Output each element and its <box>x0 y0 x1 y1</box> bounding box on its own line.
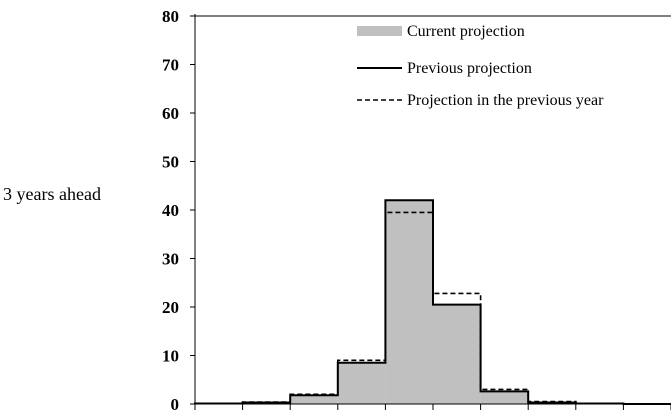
legend-label-0: Current projection <box>407 23 525 40</box>
legend-label-2: Projection in the previous year <box>407 92 604 109</box>
lines-group <box>194 199 671 405</box>
y-tick-label-30: 30 <box>162 250 179 269</box>
y-tick-label-0: 0 <box>171 395 180 414</box>
legend: Current projection Previous projection Pro… <box>357 23 604 109</box>
axes-group: 0 10 20 30 40 50 60 70 80 <box>162 7 671 414</box>
y-tick-label-70: 70 <box>162 56 179 75</box>
y-tick-label-60: 60 <box>162 104 179 123</box>
legend-swatch-current <box>357 26 402 36</box>
y-axis-label: 3 years ahead <box>3 184 101 204</box>
legend-label-1: Previous projection <box>407 60 532 77</box>
y-tick-label-10: 10 <box>162 347 179 366</box>
y-tick-label-40: 40 <box>162 201 179 220</box>
bar-current-2 <box>290 395 338 404</box>
bar-current-4 <box>385 200 433 404</box>
y-tick-label-20: 20 <box>162 298 179 317</box>
bar-current-3 <box>337 362 386 404</box>
y-tick-label-50: 50 <box>162 153 179 172</box>
previous-year-projection-line <box>194 211 671 405</box>
y-tick-label-80: 80 <box>162 7 179 26</box>
bar-current-5 <box>433 304 481 404</box>
bar-current-6 <box>480 391 529 404</box>
bars-group <box>195 200 624 404</box>
